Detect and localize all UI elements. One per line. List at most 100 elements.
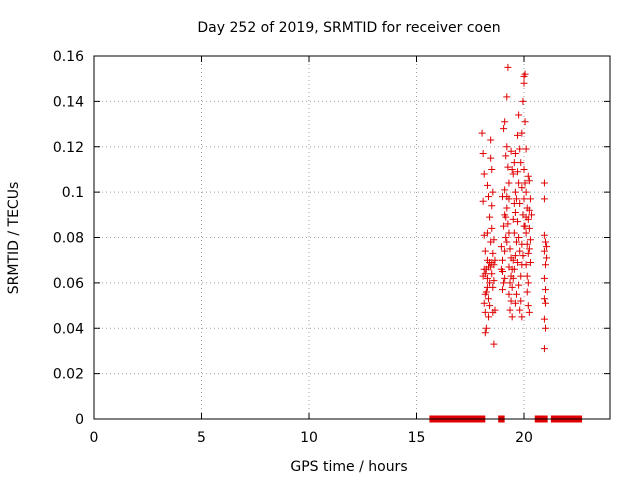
data-point [489,249,497,257]
y-axis-label: SRMTID / TECUs [6,182,22,295]
data-point [488,270,496,278]
data-point [511,209,519,217]
data-point [510,159,518,167]
data-point [516,145,524,153]
data-point [520,79,528,87]
data-point [515,281,523,289]
y-tick-label: 0 [75,412,84,428]
data-point [543,254,551,262]
data-point [542,238,549,246]
data-point [490,261,498,269]
data-point [480,170,488,178]
data-point [490,236,498,244]
data-point [524,279,532,287]
data-point [523,288,531,296]
data-point [524,302,532,310]
data-point [481,270,489,278]
data-point [520,72,528,80]
data-point [526,236,534,244]
y-tick-label: 0.12 [53,140,84,156]
data-point [514,218,522,226]
data-point [528,211,536,219]
data-point [522,229,530,237]
data-point [499,256,506,264]
y-tick-label: 0.02 [53,367,84,383]
data-point [512,195,520,203]
data-point [540,195,548,203]
data-point [497,243,505,251]
data-point [518,129,526,137]
data-point [509,215,517,223]
data-point [524,172,532,180]
data-point [488,224,496,232]
data-point [543,243,551,251]
data-point [501,186,509,194]
data-point [522,261,530,269]
data-point [526,258,534,266]
data-point [508,313,516,321]
data-point [521,222,529,230]
data-point [509,256,517,264]
data-point [542,324,549,332]
data-point [485,313,493,321]
data-point [486,213,494,221]
data-point [519,252,527,260]
data-point [503,204,511,212]
data-point [507,297,515,305]
data-point [483,274,491,282]
gridlines [94,56,610,419]
data-point [525,224,533,232]
data-point [510,229,518,237]
data-point [511,188,519,196]
data-point [501,274,509,282]
data-point [520,195,528,203]
data-point [521,118,529,126]
data-point [488,165,496,173]
data-point [525,308,533,316]
data-point [523,272,531,280]
data-point [505,179,513,187]
data-point [500,222,508,230]
x-tick-label: 10 [300,430,318,446]
data-point [485,193,493,201]
x-axis-label: GPS time / hours [290,459,407,475]
x-tick-label: 5 [197,430,206,446]
data-point [512,290,520,298]
data-point [502,234,510,241]
data-point [518,313,526,321]
data-point [509,170,517,178]
x-axis-ticks: 0 5 10 15 20 [90,56,533,446]
data-point [500,125,508,133]
x-tick-label: 20 [515,430,533,446]
chart-title: Day 252 of 2019, SRMTID for receiver coe… [197,20,500,36]
data-point [485,295,493,303]
data-point [521,179,529,187]
data-point [517,159,525,167]
data-point [481,308,489,316]
data-point [503,238,511,246]
data-point [506,245,514,253]
y-tick-label: 0.06 [53,276,84,292]
data-point [514,168,522,176]
data-point [490,277,498,285]
data-point [504,220,512,228]
data-point [511,150,519,158]
data-point [501,118,509,126]
data-point [503,143,511,151]
data-point [486,279,494,287]
data-point [540,179,548,187]
data-point [522,145,530,153]
data-point [479,150,487,158]
data-point [481,329,489,337]
data-point [516,306,524,314]
y-axis-ticks: 0 0.02 0.04 0.06 0.08 0.1 0.12 0.14 0.16 [53,49,610,428]
data-point [480,299,488,307]
data-point [509,274,517,282]
data-point [482,288,490,296]
data-point [499,286,506,294]
plot-frame [93,55,611,420]
data-point [487,136,495,144]
data-point [524,249,532,257]
data-point [515,111,523,119]
